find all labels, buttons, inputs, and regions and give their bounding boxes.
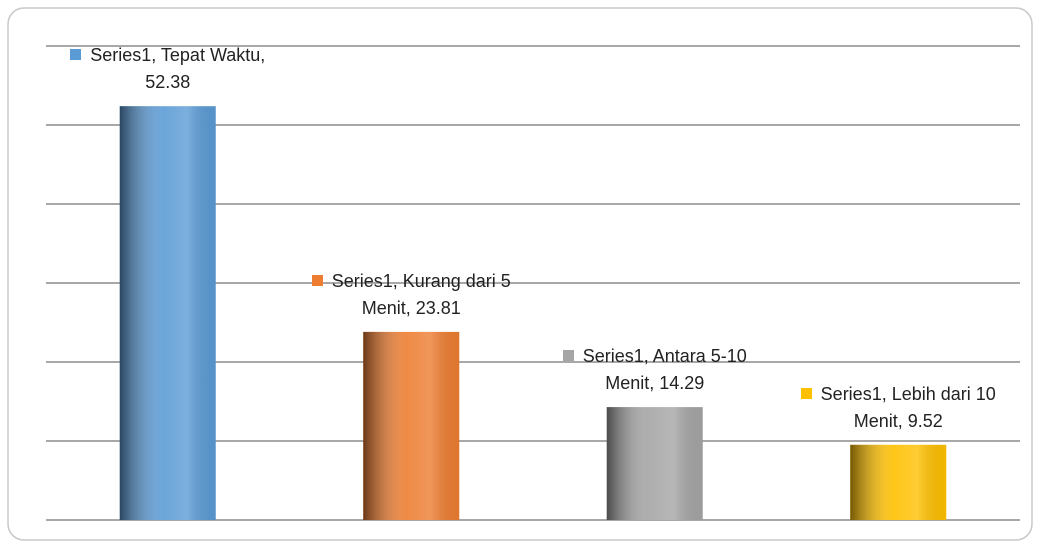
value-label: 14.29 [659, 373, 705, 394]
category-name: Lebih dari 10 Menit [853, 383, 996, 431]
chart-border [7, 7, 1033, 541]
series-name: Series1 [90, 45, 152, 66]
bar-shading [850, 444, 947, 520]
value-label: 23.81 [415, 297, 461, 318]
category-name: Antara 5-10 Menit [605, 346, 747, 394]
legend-key [311, 274, 323, 286]
series-name: Series1 [582, 346, 644, 367]
value-label: 9.52 [907, 410, 943, 431]
legend-key [70, 49, 82, 61]
category-name: Kurang dari 5 Menit [361, 270, 511, 318]
bar-shading [606, 407, 703, 520]
value-label: 52.38 [145, 72, 191, 93]
category-name: Tepat Waktu [160, 45, 261, 66]
legend-key [562, 350, 574, 362]
series-name: Series1 [331, 270, 393, 291]
bar-shading [363, 331, 460, 520]
legend-key [800, 387, 812, 399]
bar-shading [119, 106, 216, 520]
series-name: Series1 [820, 383, 882, 404]
data-label: Series1, Tepat Waktu, 52.38 [63, 42, 273, 96]
data-label: Series1, Kurang dari 5 Menit, 23.81 [306, 268, 516, 322]
data-label: Series1, Lebih dari 10 Menit, 9.52 [793, 381, 1003, 435]
data-label: Series1, Antara 5-10 Menit, 14.29 [550, 343, 760, 397]
